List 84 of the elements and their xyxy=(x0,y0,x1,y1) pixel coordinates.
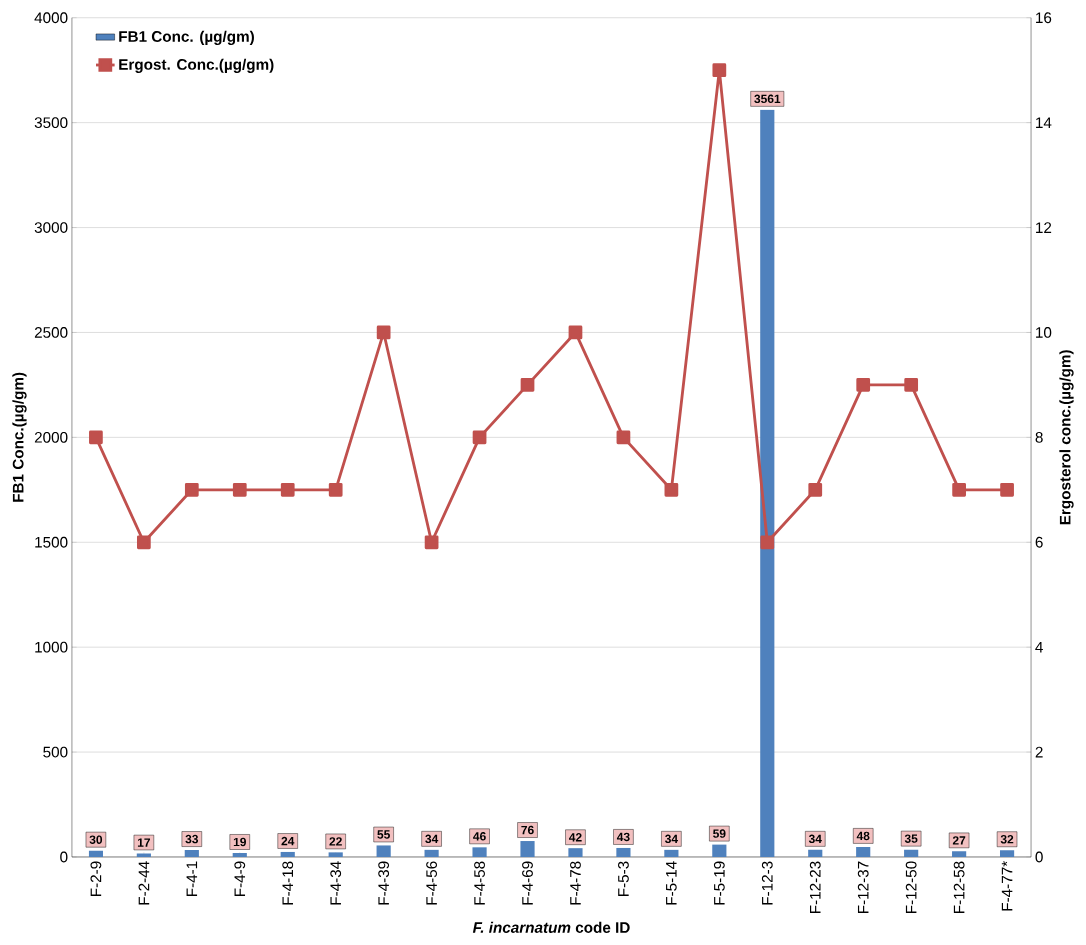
x-tick-label: F-4-34 xyxy=(330,861,342,905)
x-tick-label: F-4-39 xyxy=(378,861,390,905)
x-axis-title: F. incarnatum code ID xyxy=(472,921,630,933)
data-label: 34 xyxy=(425,834,439,843)
x-tick-label: F-2-44 xyxy=(138,861,150,905)
x-tick-label: F-4-58 xyxy=(474,861,485,905)
data-label: 3561 xyxy=(754,94,781,103)
y-tick-label: 2500 xyxy=(34,326,68,338)
y2-tick-label: 12 xyxy=(1036,222,1052,233)
data-label: 42 xyxy=(568,832,582,842)
point xyxy=(136,535,151,549)
y2-axis-title: Ergosterol conc.(µg/gm) xyxy=(1059,350,1074,525)
x-tick-label: F-5-19 xyxy=(713,861,725,905)
point xyxy=(664,482,679,497)
data-label: 17 xyxy=(137,838,150,847)
x-tick-label: F-5-14 xyxy=(666,861,677,905)
x-tick-label: F-12-3 xyxy=(761,861,773,905)
y2-tick-label: 16 xyxy=(1036,12,1052,24)
point xyxy=(424,535,439,549)
x-tick-label: F-4-1 xyxy=(186,861,198,896)
data-label: 27 xyxy=(952,836,966,845)
y2-tick-label: 6 xyxy=(1035,536,1043,548)
bar xyxy=(136,853,151,857)
x-tick-label: F-12-37 xyxy=(857,861,869,913)
x-tick-label: F-4-78 xyxy=(570,861,581,905)
y2-tick-label: 4 xyxy=(1035,641,1043,653)
point xyxy=(808,482,823,497)
point xyxy=(568,325,583,340)
legend-label: FB1 Conc. (µg/gm) xyxy=(119,30,254,45)
x-tick-label: F-2-9 xyxy=(90,861,102,896)
point xyxy=(712,63,727,77)
point xyxy=(520,377,535,392)
x-tick-label: F-4-69 xyxy=(522,861,533,905)
data-label: 24 xyxy=(281,836,295,846)
y2-tick-label: 10 xyxy=(1036,326,1052,338)
x-tick-label: F-12-23 xyxy=(809,861,821,913)
y-axis-title: FB1 Conc.(µg/gm) xyxy=(12,372,27,502)
y2-tick-label: 14 xyxy=(1036,117,1052,128)
y2-tick-label: 8 xyxy=(1035,431,1043,443)
x-tick-label: F-4-9 xyxy=(234,861,246,896)
point xyxy=(616,430,631,445)
point xyxy=(89,430,103,445)
point xyxy=(1000,482,1014,497)
point xyxy=(904,377,919,392)
x-tick-label: F-4-18 xyxy=(282,861,294,905)
data-label: 48 xyxy=(856,831,870,841)
data-label: 43 xyxy=(616,832,630,842)
point xyxy=(184,482,199,497)
point xyxy=(952,482,966,497)
data-label: 22 xyxy=(329,837,342,846)
y-tick-label: 4000 xyxy=(34,12,68,24)
data-label: 32 xyxy=(1000,834,1014,844)
data-label: 59 xyxy=(713,829,726,838)
data-label: 46 xyxy=(473,831,486,841)
x-tick-label: F-12-58 xyxy=(953,861,965,913)
y2-tick-label: 0 xyxy=(1035,851,1043,863)
point xyxy=(472,430,487,445)
y-tick-label: 2000 xyxy=(34,431,68,443)
data-label: 76 xyxy=(521,825,534,835)
y-tick-label: 1000 xyxy=(35,641,68,653)
point xyxy=(280,482,295,497)
y2-tick-label: 2 xyxy=(1035,746,1043,758)
point xyxy=(760,535,775,549)
data-label: 55 xyxy=(377,830,390,839)
data-label: 35 xyxy=(904,834,918,843)
point xyxy=(856,377,871,392)
y-tick-label: 3000 xyxy=(34,222,68,233)
x-tick-label: F-4-77* xyxy=(1001,860,1013,911)
data-label: 19 xyxy=(233,837,246,847)
point xyxy=(328,482,343,497)
data-label: 34 xyxy=(808,834,822,843)
x-tick-label: F-12-50 xyxy=(905,861,917,913)
y-tick-label: 3500 xyxy=(34,117,68,128)
point xyxy=(376,325,391,340)
x-tick-label: F-4-56 xyxy=(426,861,438,905)
y-tick-label: 0 xyxy=(60,851,68,863)
x-tick-label: F-5-3 xyxy=(618,861,629,896)
data-label: 33 xyxy=(185,834,199,844)
data-label: 30 xyxy=(89,835,103,844)
y-tick-label: 500 xyxy=(43,746,68,758)
y-tick-label: 1500 xyxy=(35,536,68,548)
legend-label: Ergost. Conc.(µg/gm) xyxy=(119,58,274,73)
point xyxy=(232,482,247,497)
data-label: 34 xyxy=(664,834,678,843)
